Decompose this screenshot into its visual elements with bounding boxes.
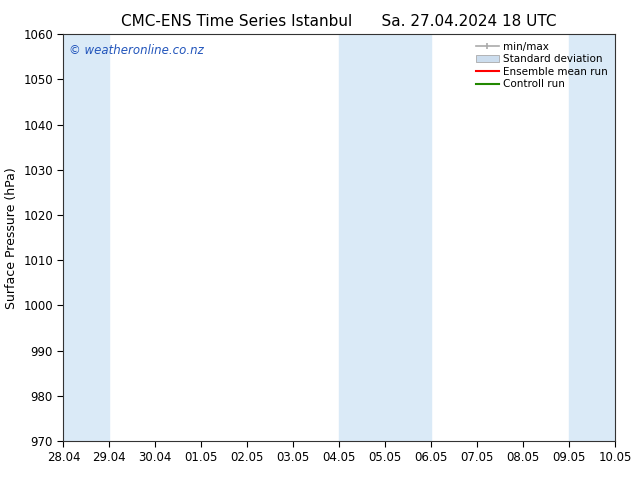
Bar [569,34,615,441]
Bar [339,34,431,441]
Title: CMC-ENS Time Series Istanbul      Sa. 27.04.2024 18 UTC: CMC-ENS Time Series Istanbul Sa. 27.04.2… [122,14,557,29]
Text: © weatheronline.co.nz: © weatheronline.co.nz [69,45,204,57]
Bar [63,34,110,441]
Y-axis label: Surface Pressure (hPa): Surface Pressure (hPa) [4,167,18,309]
Legend: min/max, Standard deviation, Ensemble mean run, Controll run: min/max, Standard deviation, Ensemble me… [474,40,610,92]
